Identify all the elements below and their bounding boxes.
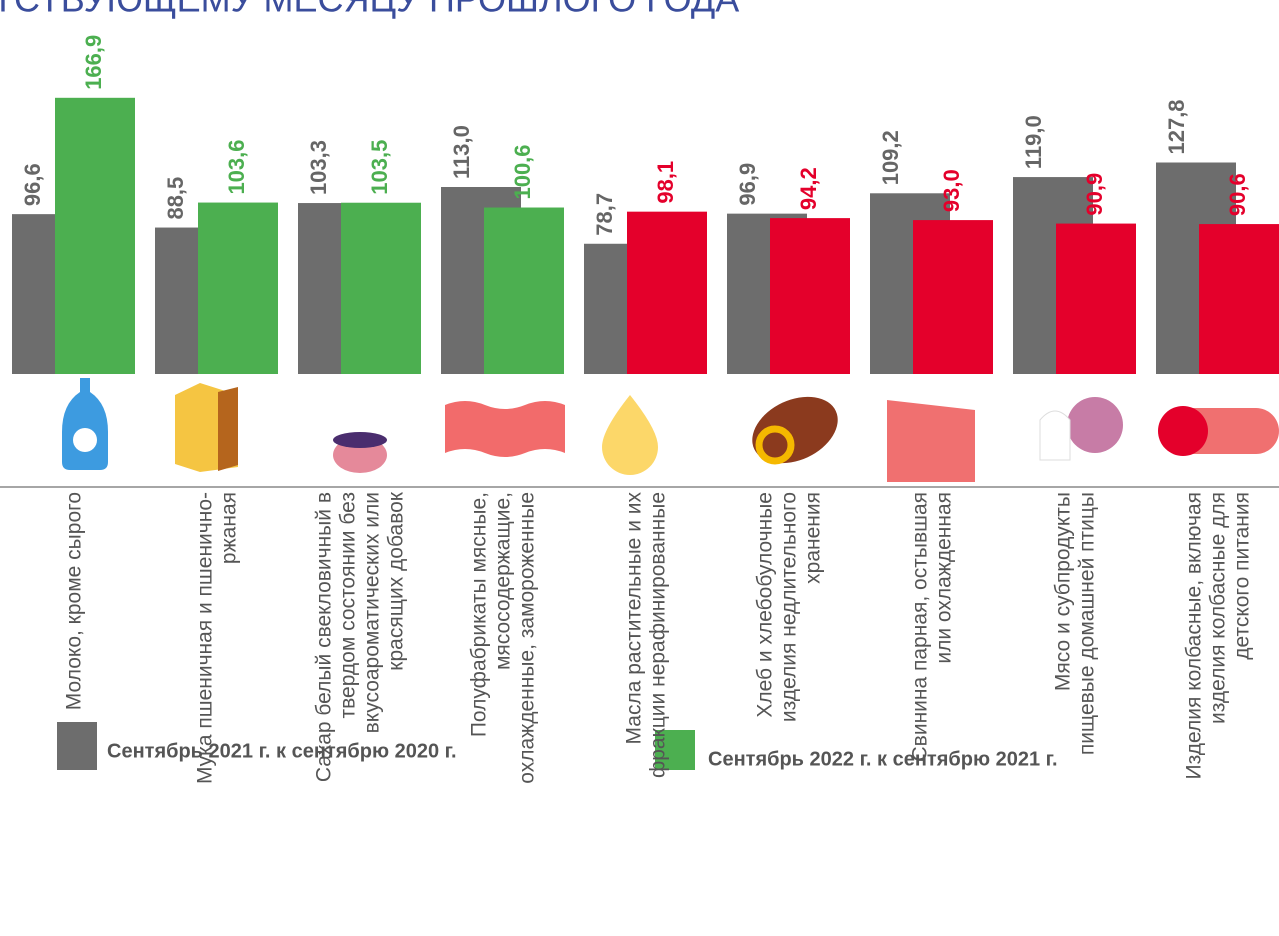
value-label: 78,7: [592, 193, 617, 236]
bar: [484, 207, 564, 374]
value-label: 166,9: [81, 35, 106, 90]
value-label: 103,3: [306, 140, 331, 195]
category-label: Сахар белый свекловичный в: [313, 492, 336, 782]
value-label: 103,6: [224, 139, 249, 194]
value-label: 88,5: [163, 177, 188, 220]
icon-bottle: [62, 378, 108, 470]
value-label: 98,1: [653, 161, 678, 204]
category-label: твердом состоянии без: [337, 492, 360, 719]
value-label: 113,0: [449, 125, 474, 179]
category-label: пищевые домашней птицы: [1076, 492, 1099, 755]
value-label: 90,9: [1082, 173, 1107, 216]
category-label: детского питания: [1231, 492, 1254, 660]
category-label: вкусоароматических или: [361, 492, 384, 733]
category-label: фракции нерафинированные: [647, 492, 670, 778]
bar: [1199, 224, 1279, 374]
legend-swatch: [57, 722, 97, 770]
category-label: Мука пшеничная и пшенично-: [194, 492, 217, 784]
category-label: Молоко, кроме сырого: [63, 492, 86, 710]
value-label: 119,0: [1021, 115, 1046, 169]
category-label: изделия недлительного: [778, 492, 801, 722]
icon-meat: [445, 401, 565, 457]
category-label: охлажденные, замороженные: [516, 492, 539, 784]
category-label: Масла растительные и их: [623, 492, 646, 745]
category-label: ржаная: [218, 492, 241, 564]
category-label: Полуфабрикаты мясные,: [468, 492, 491, 737]
icon-ribs: [887, 400, 975, 482]
value-label: 127,8: [1164, 99, 1189, 154]
value-label: 109,2: [878, 130, 903, 185]
value-label: 103,5: [367, 140, 392, 195]
value-label: 90,6: [1225, 173, 1250, 216]
icons: [62, 378, 1279, 482]
legend-swatch: [655, 730, 695, 770]
category-label: или охлажденная: [933, 492, 956, 664]
bar: [55, 97, 135, 374]
category-label: красящих добавок: [385, 491, 408, 671]
icon-sugar: [333, 432, 387, 448]
icon-bread: [752, 396, 838, 464]
value-label: 100,6: [510, 144, 535, 199]
icon-oil: [602, 395, 658, 475]
icon-poultry: [1067, 397, 1123, 453]
value-label: 96,9: [735, 163, 760, 206]
category-label: Свинина парная, остывшая: [909, 492, 932, 761]
icon-pretzel: [755, 425, 795, 465]
bar: [627, 211, 707, 374]
value-label: 96,6: [20, 163, 45, 206]
category-label: Мясо и субпродукты: [1052, 492, 1075, 691]
value-label: 94,2: [796, 167, 821, 210]
bar: [913, 220, 993, 374]
bar: [341, 202, 421, 374]
legend-label: Сентябрь 2022 г. к сентябрю 2021 г.: [708, 748, 1058, 770]
icon-sausage-cut: [1158, 406, 1208, 456]
category-label: мясосодержащие,: [492, 492, 515, 670]
legend: Сентябрь 2021 г. к сентябрю 2020 г. Сент…: [57, 722, 1058, 770]
bar: [1056, 223, 1136, 374]
value-label: 93,0: [939, 169, 964, 212]
bar: [198, 202, 278, 374]
icon-bottle-label: [73, 428, 97, 452]
category-label: изделия колбасные для: [1207, 492, 1230, 724]
category-label: Хлеб и хлебобулочные: [754, 492, 777, 718]
chart-title: ТСТВУЮЩЕМУ МЕСЯЦУ ПРОШЛОГО ГОДА: [0, 0, 739, 20]
legend-label: Сентябрь 2021 г. к сентябрю 2020 г.: [107, 740, 457, 762]
category-label: Изделия колбасные, включая: [1183, 492, 1206, 779]
icon-chicken: [1039, 410, 1071, 461]
category-label: хранения: [802, 492, 825, 584]
icon-flour-side: [218, 387, 238, 471]
bar: [770, 218, 850, 374]
